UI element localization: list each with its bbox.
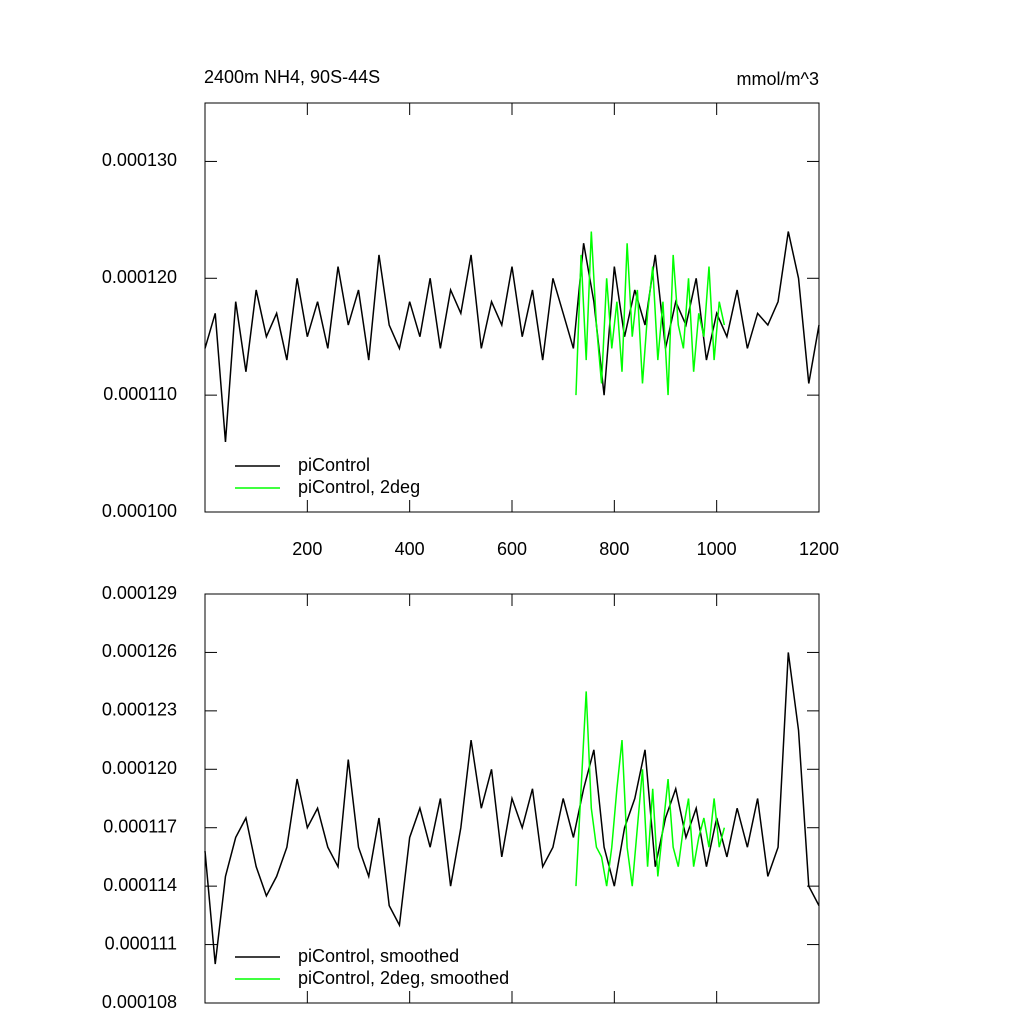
y-tick-label: 0.000111 [105, 933, 177, 953]
units: mmol/m^3 [737, 69, 819, 89]
y-tick-label: 0.000130 [102, 150, 177, 170]
y-tick-label: 0.000110 [103, 384, 177, 404]
x-tick-label: 600 [497, 539, 527, 559]
series-line [204, 231, 820, 442]
y-tick-label: 0.000120 [102, 758, 177, 778]
y-tick-label: 0.000129 [102, 583, 177, 603]
legend-label: piControl, smoothed [298, 946, 459, 966]
legend-label: piControl, 2deg, smoothed [298, 968, 509, 988]
y-tick-label: 0.000120 [102, 267, 177, 287]
x-tick-label: 1200 [799, 539, 839, 559]
y-tick-label: 0.000114 [103, 875, 177, 895]
x-tick-label: 800 [599, 539, 629, 559]
chart-title: 2400m NH4, 90S-44S [204, 67, 380, 87]
y-tick-label: 0.000108 [102, 992, 177, 1012]
y-tick-label: 0.000126 [102, 641, 177, 661]
x-tick-label: 400 [395, 539, 425, 559]
series-line [575, 691, 726, 887]
y-tick-label: 0.000123 [102, 700, 177, 720]
series-line [204, 652, 820, 965]
y-tick-label: 0.000117 [103, 816, 177, 836]
y-tick-label: 0.000100 [102, 501, 177, 521]
x-tick-label: 200 [292, 539, 322, 559]
series-line [575, 231, 726, 396]
x-tick-label: 1000 [697, 539, 737, 559]
legend-label: piControl, 2deg [298, 477, 420, 497]
legend-label: piControl [298, 455, 370, 475]
plot-frame [204, 102, 820, 513]
